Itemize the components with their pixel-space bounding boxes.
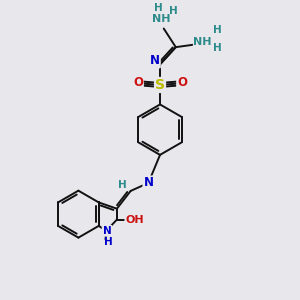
Text: NH: NH bbox=[194, 37, 212, 47]
Text: S: S bbox=[155, 78, 165, 92]
Text: N: N bbox=[143, 176, 153, 189]
Text: N: N bbox=[103, 226, 111, 236]
Text: H: H bbox=[118, 180, 126, 190]
Text: OH: OH bbox=[125, 214, 144, 225]
Text: H: H bbox=[213, 26, 221, 35]
Text: O: O bbox=[133, 76, 143, 88]
Text: O: O bbox=[177, 76, 187, 88]
Text: H: H bbox=[169, 6, 177, 16]
Text: H: H bbox=[213, 44, 221, 53]
Text: H: H bbox=[104, 237, 113, 247]
Text: NH: NH bbox=[152, 14, 171, 24]
Text: H: H bbox=[154, 3, 163, 13]
Text: N: N bbox=[150, 54, 160, 68]
